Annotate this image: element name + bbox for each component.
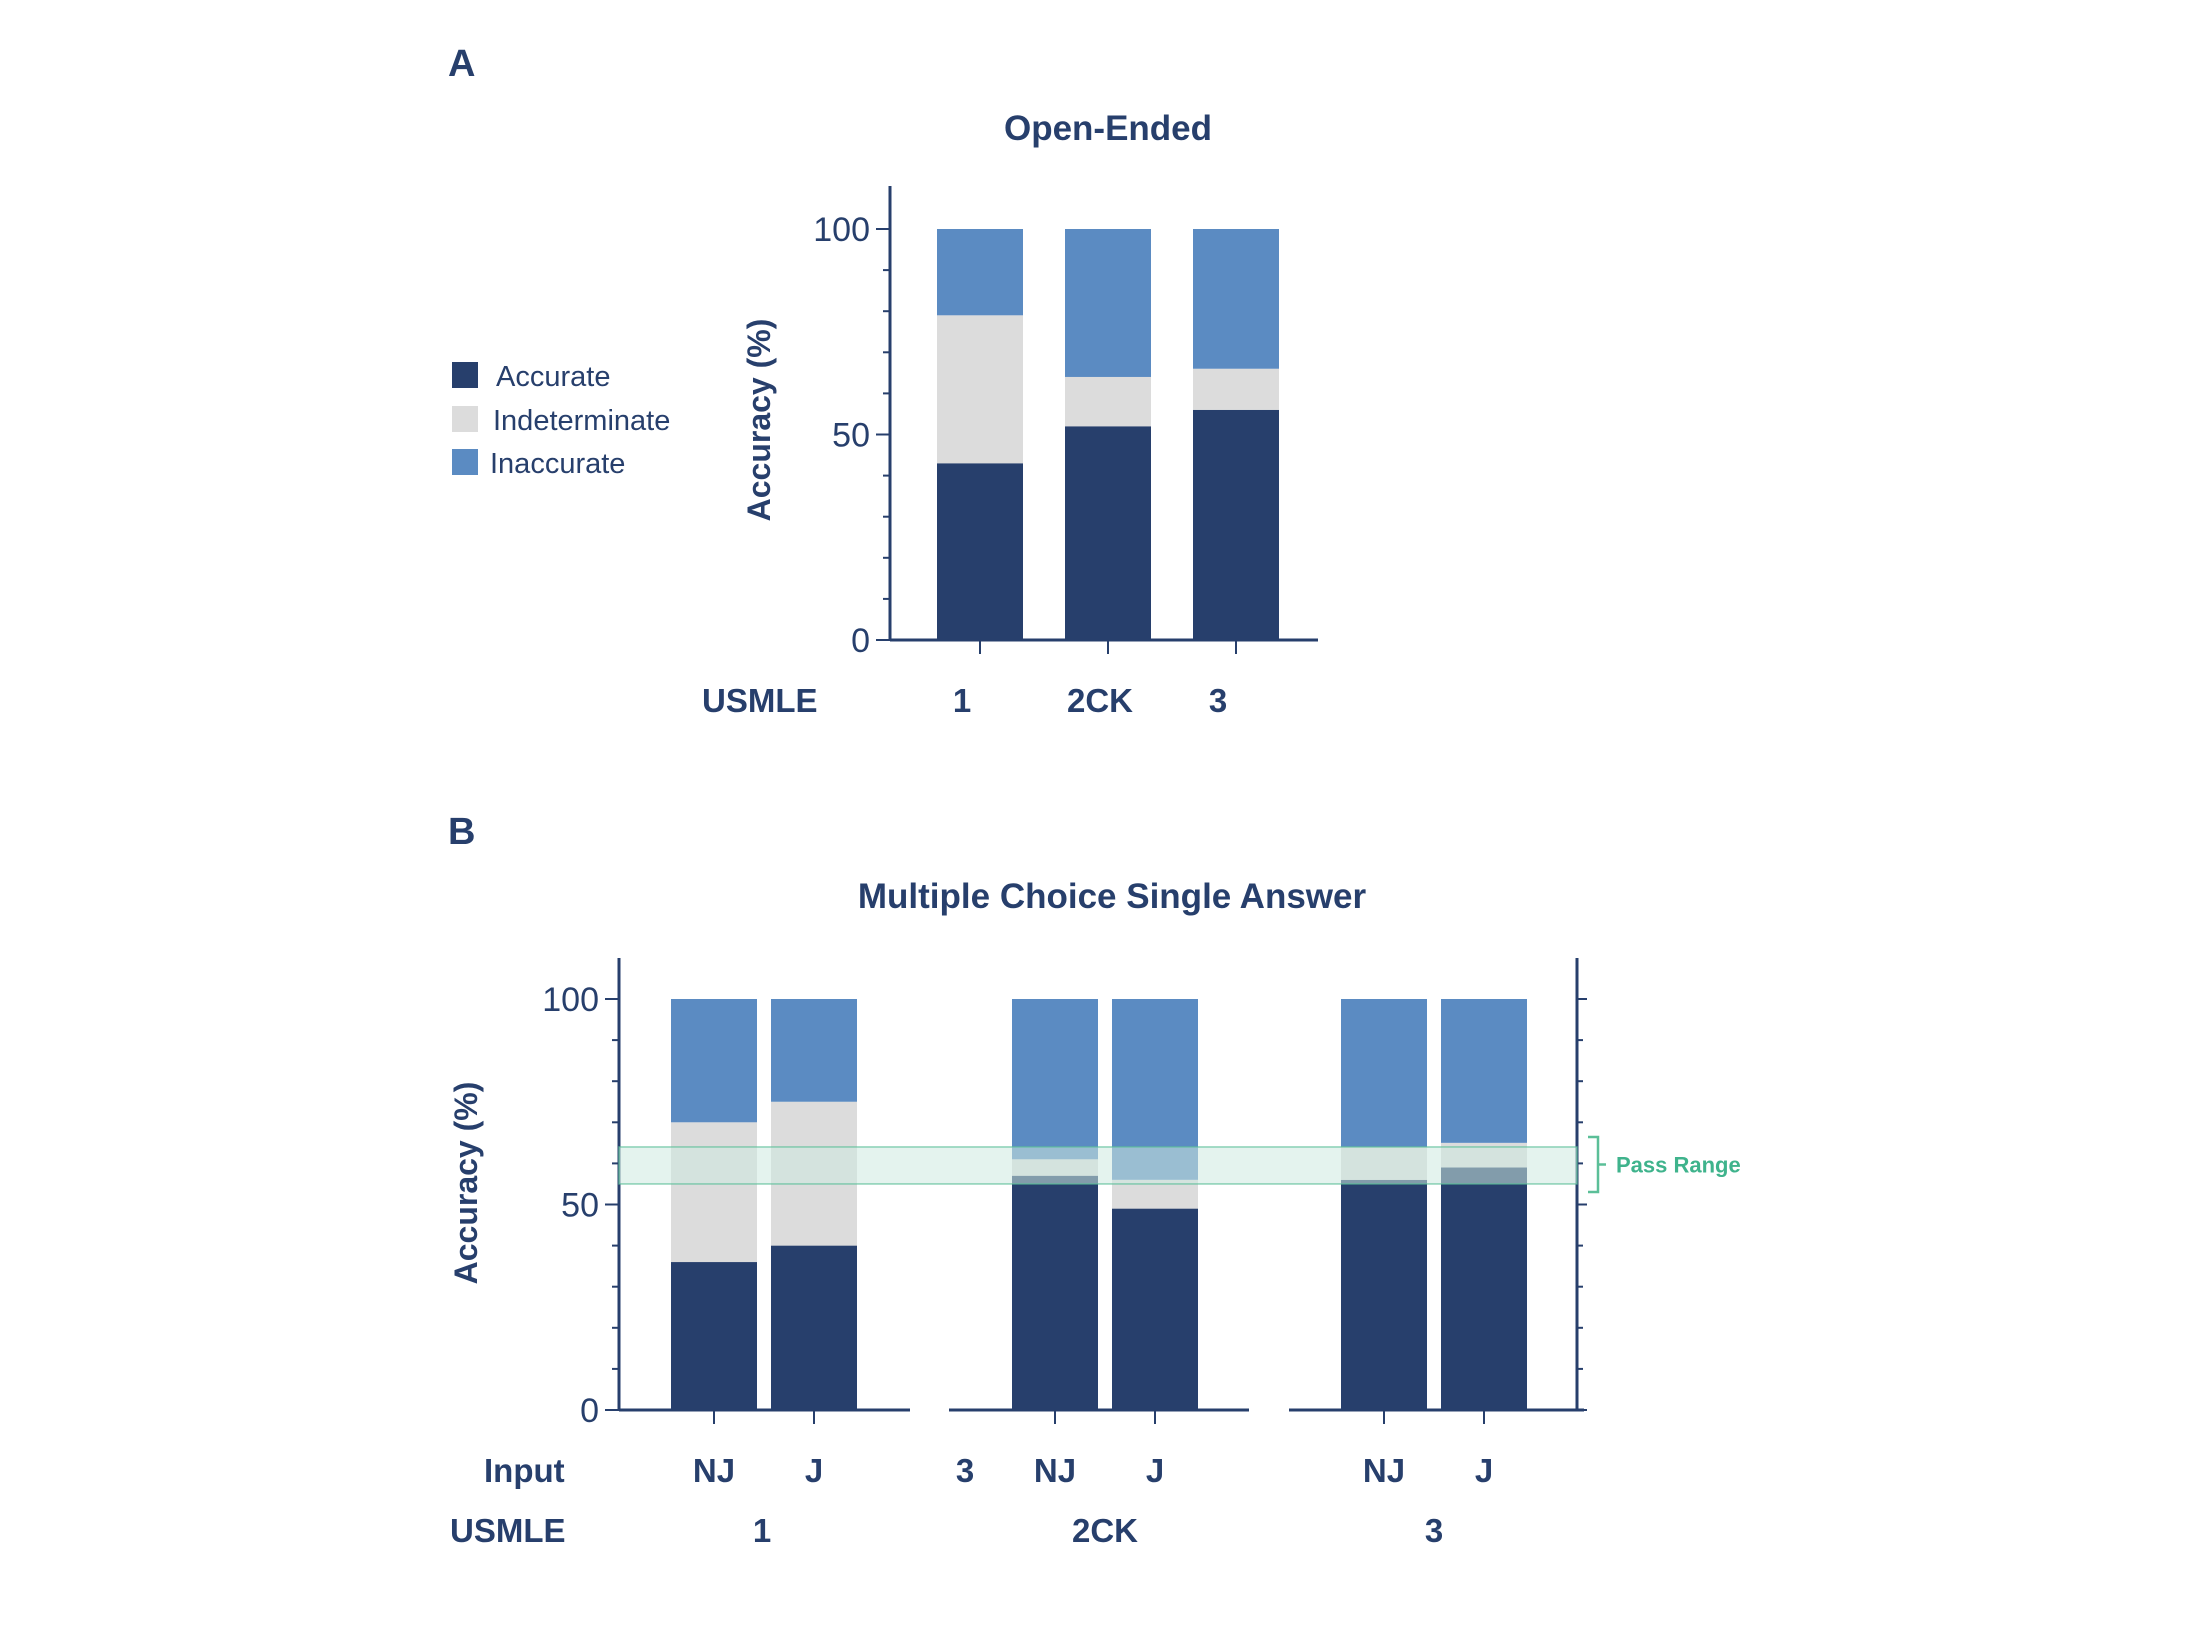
legend-swatch-accurate: [452, 362, 478, 388]
panel-letter: B: [448, 811, 475, 853]
input-label: NJ: [1363, 1452, 1405, 1489]
legend-label: Indeterminate: [493, 405, 670, 437]
bar-segment-inaccurate: [937, 229, 1023, 316]
legend-label: Inaccurate: [490, 448, 625, 480]
input-extra-label: 3: [956, 1452, 974, 1489]
y-tick-label: 0: [851, 622, 870, 660]
bar-segment-inaccurate: [671, 999, 757, 1123]
bar-segment-accurate: [1193, 409, 1279, 640]
y-tick-label: 0: [580, 1392, 599, 1430]
bar-segment-indeterminate: [1193, 368, 1279, 410]
bar-segment-accurate: [1441, 1167, 1527, 1410]
chart-title: Multiple Choice Single Answer: [858, 877, 1367, 916]
bar-segment-inaccurate: [1341, 999, 1427, 1147]
bar-segment-accurate: [1112, 1208, 1198, 1410]
y-axis-label: Accuracy (%): [741, 319, 777, 522]
y-tick-label: 50: [832, 417, 870, 455]
pass-range-label: Pass Range: [1616, 1152, 1741, 1177]
usmle-row-label: USMLE: [702, 682, 818, 719]
usmle-row-label: USMLE: [450, 1512, 566, 1549]
bar-segment-indeterminate: [1065, 376, 1151, 427]
legend-label: Accurate: [496, 361, 610, 393]
bar-segment-accurate: [1065, 426, 1151, 640]
panel-letter: A: [448, 43, 475, 85]
bar-segment-indeterminate: [937, 315, 1023, 464]
x-tick-label: 3: [1209, 682, 1227, 719]
usmle-group-label: 2CK: [1072, 1512, 1138, 1549]
pass-range-bracket: [1588, 1135, 1606, 1194]
usmle-group-label: 1: [753, 1512, 771, 1549]
bar-segment-inaccurate: [1012, 999, 1098, 1160]
y-tick-label: 100: [813, 211, 870, 249]
usmle-group-label: 3: [1425, 1512, 1443, 1549]
y-tick-label: 100: [542, 981, 599, 1019]
bar-segment-accurate: [671, 1262, 757, 1410]
legend-swatch-indeterminate: [452, 406, 478, 432]
input-label: NJ: [693, 1452, 735, 1489]
bar-segment-inaccurate: [1193, 229, 1279, 369]
bar-segment-accurate: [1341, 1179, 1427, 1410]
bar-segment-inaccurate: [1065, 229, 1151, 377]
bar-segment-accurate: [1012, 1175, 1098, 1410]
bar-segment-accurate: [937, 463, 1023, 640]
pass-range-band: [618, 1146, 1578, 1185]
y-axis-label: Accuracy (%): [448, 1082, 484, 1285]
input-label: NJ: [1034, 1452, 1076, 1489]
bar-segment-accurate: [771, 1245, 857, 1410]
bar-segment-inaccurate: [1441, 999, 1527, 1143]
bar-segment-indeterminate: [671, 1122, 757, 1263]
input-label: J: [805, 1452, 823, 1489]
chart-title: Open-Ended: [1004, 109, 1212, 148]
x-tick-label: 1: [953, 682, 971, 719]
input-label: J: [1475, 1452, 1493, 1489]
legend-swatch-inaccurate: [452, 449, 478, 475]
input-label: J: [1146, 1452, 1164, 1489]
x-tick-label: 2CK: [1067, 682, 1133, 719]
input-row-label: Input: [484, 1452, 565, 1489]
bar-segment-inaccurate: [771, 999, 857, 1102]
y-tick-label: 50: [561, 1187, 599, 1225]
